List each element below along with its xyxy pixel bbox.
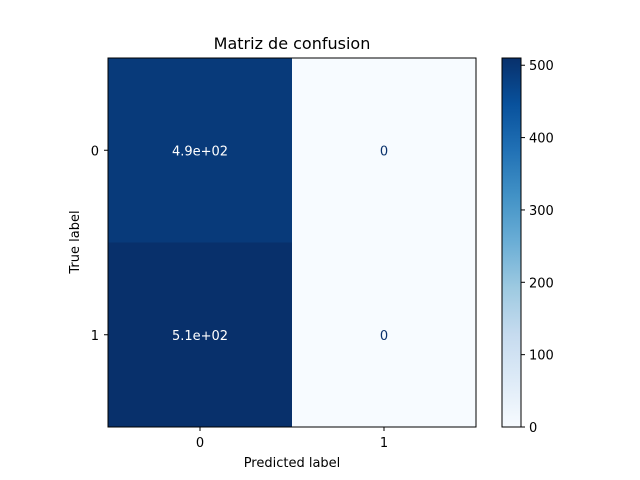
heatmap-cell (108, 242, 292, 427)
heatmap-cell (108, 58, 292, 243)
heatmap-cell (292, 242, 476, 427)
colorbar-tick-label: 200 (529, 276, 554, 291)
colorbar (501, 57, 522, 428)
cell-value-label: 4.9e+02 (172, 144, 228, 159)
y-tick-label: 1 (91, 329, 99, 344)
y-tick-label: 0 (91, 144, 99, 159)
cell-value-label: 5.1e+02 (172, 329, 228, 344)
colorbar-tick-label: 300 (529, 204, 554, 219)
y-axis-ticks: 01 (91, 144, 108, 344)
x-axis-label: Predicted label (244, 456, 341, 471)
colorbar-ticks: 0 100 200 300 400 500 (521, 59, 554, 436)
x-tick-label: 0 (196, 436, 204, 451)
colorbar-tick-label: 400 (529, 132, 554, 147)
heatmap-cell-labels: 4.9e+02 0 5.1e+02 0 (172, 144, 388, 344)
x-tick-label: 1 (380, 436, 388, 451)
colorbar-tick-label: 500 (529, 59, 554, 74)
colorbar-tick-label: 0 (529, 421, 537, 436)
cell-value-label: 0 (380, 144, 388, 159)
heatmap-cells (108, 58, 476, 427)
cell-value-label: 0 (380, 329, 388, 344)
chart-title: Matriz de confusion (214, 34, 371, 53)
heatmap-cell (292, 58, 476, 243)
plot-frame (107, 57, 477, 428)
y-axis-label: True label (68, 210, 83, 274)
colorbar-tick-label: 100 (529, 349, 554, 364)
